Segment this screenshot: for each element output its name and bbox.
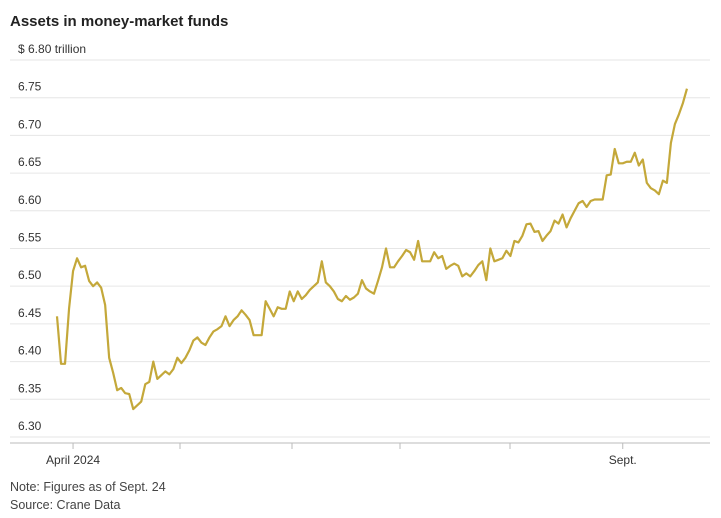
y-tick-label: 6.45 [18, 306, 42, 320]
x-tick-label: Sept. [609, 453, 637, 467]
data-line [55, 88, 689, 411]
y-tick-label: 6.60 [18, 193, 42, 207]
y-tick-label: 6.75 [18, 80, 42, 94]
y-tick-label: 6.70 [18, 117, 42, 131]
x-tick-label: April 2024 [46, 453, 100, 467]
y-tick-label: 6.55 [18, 230, 42, 244]
chart-title: Assets in money-market funds [10, 13, 228, 30]
y-tick-label: $ 6.80 trillion [18, 42, 86, 56]
y-tick-label: 6.40 [18, 344, 42, 358]
y-tick-label: 6.50 [18, 268, 42, 282]
y-tick-label: 6.65 [18, 155, 42, 169]
y-tick-label: 6.30 [18, 419, 42, 433]
source: Source: Crane Data [10, 498, 121, 512]
y-tick-label: 6.35 [18, 381, 42, 395]
note: Note: Figures as of Sept. 24 [10, 480, 166, 494]
